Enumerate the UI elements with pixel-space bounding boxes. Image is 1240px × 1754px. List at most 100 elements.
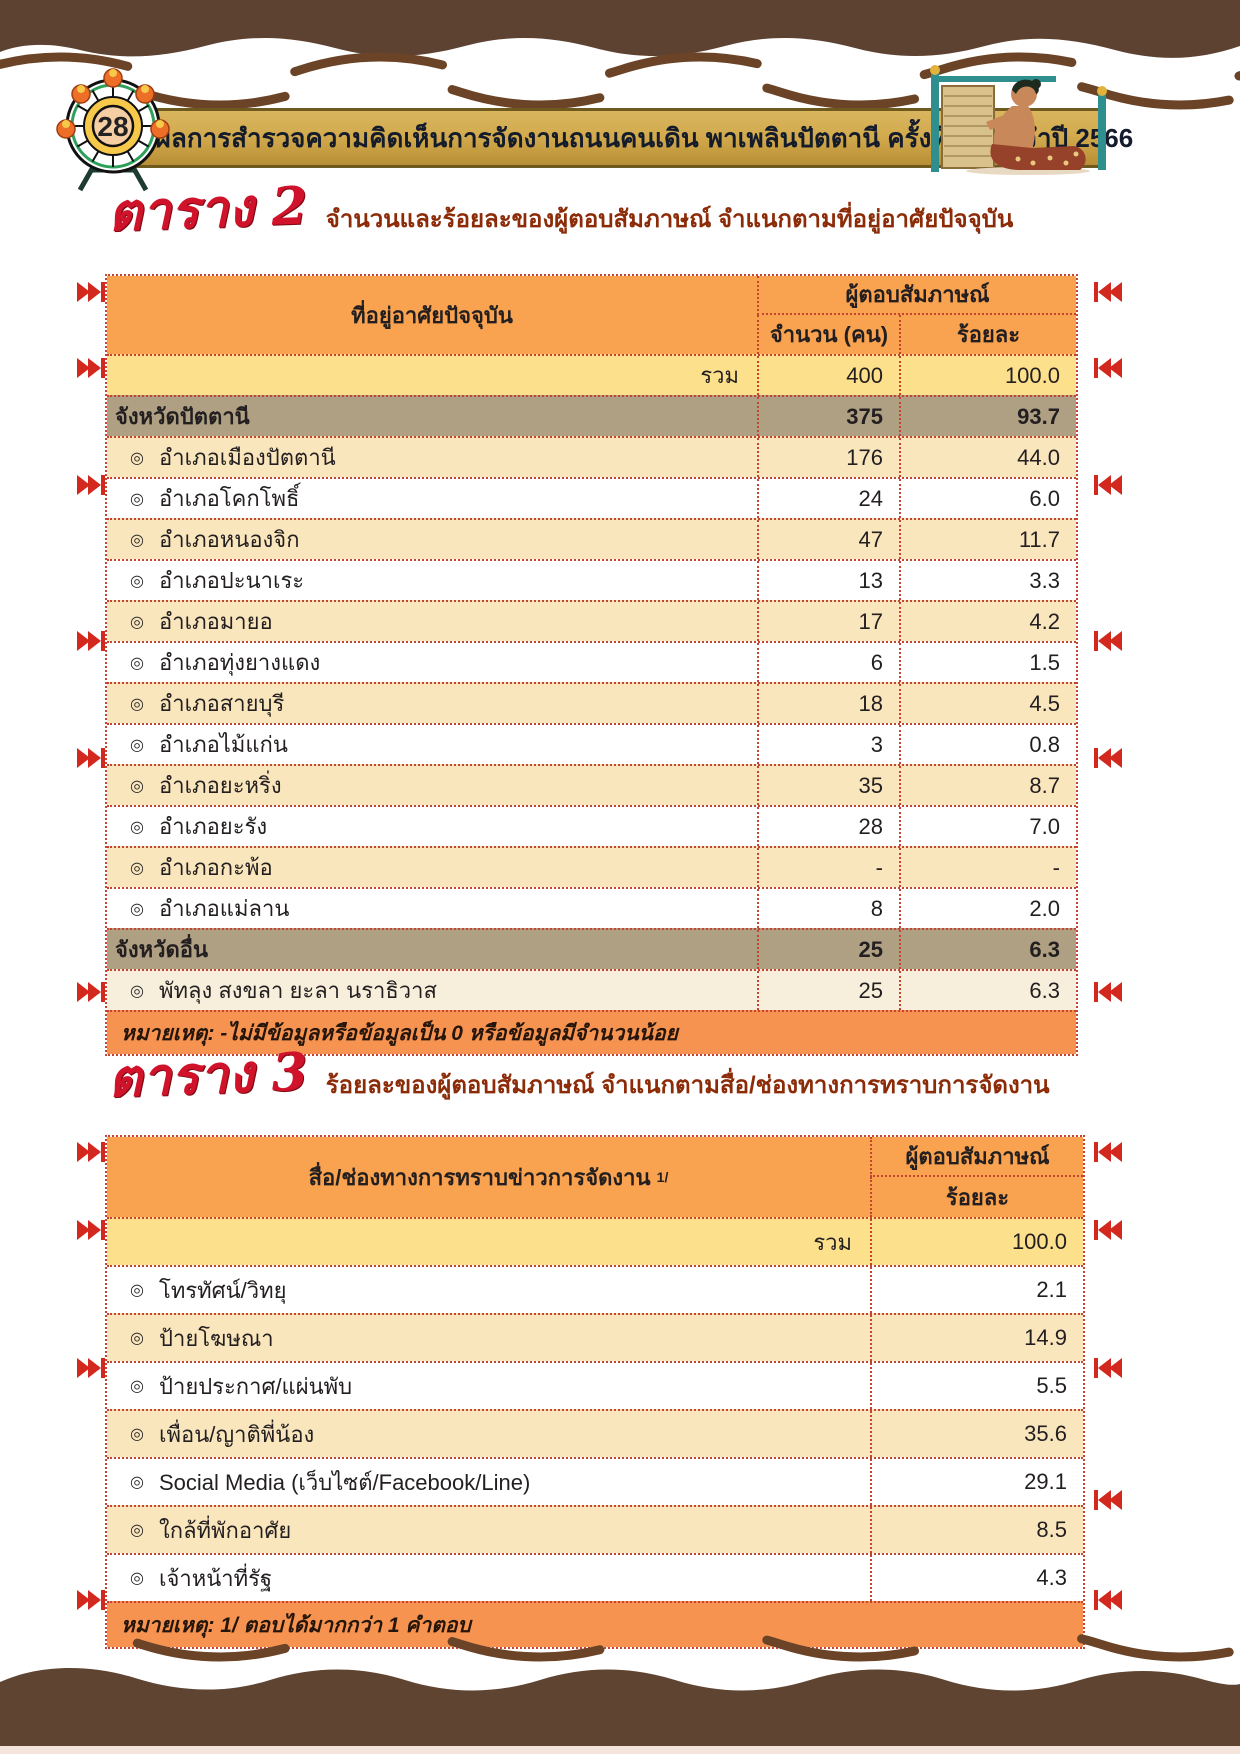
row-count: 25 — [757, 971, 899, 1010]
rewind-icon — [1092, 1142, 1122, 1162]
header-cell-residence: ที่อยู่อาศัยปัจจุบัน — [351, 302, 513, 328]
rewind-icon — [1092, 1490, 1122, 1510]
row-count: 3 — [757, 725, 899, 764]
row-percent: 5.5 — [870, 1363, 1083, 1409]
rewind-icon — [1092, 982, 1122, 1002]
fast-forward-icon — [77, 631, 107, 651]
fast-forward-icon — [77, 1142, 107, 1162]
table3-section-title: ตาราง 3 ร้อยละของผู้ตอบสัมภาษณ์ จำแนกตาม… — [107, 1042, 1050, 1110]
row-count: 35 — [757, 766, 899, 805]
row-label-cell: ◎ โทรทัศน์/วิทยุ — [107, 1267, 870, 1313]
table-row: ◎ ป้ายประกาศ/แผ่นพับ 5.5 — [107, 1361, 1083, 1409]
rewind-icon — [1092, 748, 1122, 768]
row-percent: 6.3 — [899, 971, 1076, 1010]
table-row: ◎ เจ้าหน้าที่รัฐ 4.3 — [107, 1553, 1083, 1601]
row-percent: 2.1 — [870, 1267, 1083, 1313]
rewind-icon — [1092, 631, 1122, 651]
table2-section-title: ตาราง 2 จำนวนและร้อยละของผู้ตอบสัมภาษณ์ … — [106, 175, 1013, 244]
row-label: จังหวัดอื่น — [115, 937, 209, 962]
row-label-cell: ◎ อำเภอโคกโพธิ์ — [107, 479, 757, 518]
row-count: 17 — [757, 602, 899, 641]
fast-forward-icon — [77, 1220, 107, 1240]
row-count: 25 — [757, 930, 899, 969]
bullseye-bullet-icon: ◎ — [130, 1378, 144, 1395]
header-cell-percent: ร้อยละ — [899, 315, 1076, 354]
row-label: อำเภอปะนาเระ — [159, 568, 305, 593]
row-percent: 44.0 — [899, 438, 1076, 477]
row-label: เพื่อน/ญาติพี่น้อง — [159, 1421, 315, 1447]
table-row: ◎ อำเภอปะนาเระ 13 3.3 — [107, 559, 1076, 600]
table-row: ◎ อำเภอแม่ลาน 8 2.0 — [107, 887, 1076, 928]
rewind-icon — [1092, 475, 1122, 495]
row-count: 28 — [757, 807, 899, 846]
row-percent: 6.3 — [899, 930, 1076, 969]
table-row: รวม 400 100.0 — [107, 354, 1076, 395]
row-label-cell: ◎ Social Media (เว็บไซต์/Facebook/Line) — [107, 1459, 870, 1505]
row-label-cell: ◎ อำเภอสายบุรี — [107, 684, 757, 723]
rewind-icon — [1092, 1590, 1122, 1610]
fast-forward-icon — [77, 358, 107, 378]
row-label: พัทลุง สงขลา ยะลา นราธิวาส — [159, 978, 437, 1003]
table-row: ◎ อำเภอกะพ้อ - - — [107, 846, 1076, 887]
row-label-cell: รวม — [107, 1219, 870, 1265]
row-label: อำเภอไม้แก่น — [159, 732, 288, 757]
table-row: ◎ Social Media (เว็บไซต์/Facebook/Line) … — [107, 1457, 1083, 1505]
table-row: ◎ อำเภอสายบุรี 18 4.5 — [107, 682, 1076, 723]
table3-subtitle: ร้อยละของผู้ตอบสัมภาษณ์ จำแนกตามสื่อ/ช่อ… — [325, 1072, 1050, 1099]
bullseye-bullet-icon: ◎ — [130, 531, 144, 549]
bullseye-bullet-icon: ◎ — [130, 1522, 144, 1539]
row-label-cell: ◎ อำเภอยะรัง — [107, 807, 757, 846]
row-count: 18 — [757, 684, 899, 723]
row-percent: 4.2 — [899, 602, 1076, 641]
fast-forward-icon — [77, 282, 107, 302]
bullseye-bullet-icon: ◎ — [130, 982, 144, 1000]
row-label: อำเภอหนองจิก — [159, 527, 300, 552]
table2-header: ที่อยู่อาศัยปัจจุบัน ผู้ตอบสัมภาษณ์ จำนว… — [107, 276, 1076, 354]
table3-header: สื่อ/ช่องทางการทราบข่าวการจัดงาน 1/ ผู้ต… — [107, 1137, 1083, 1217]
row-count: 176 — [757, 438, 899, 477]
fast-forward-icon — [77, 1590, 107, 1610]
row-percent: 35.6 — [870, 1411, 1083, 1457]
rewind-icon — [1092, 358, 1122, 378]
row-label-cell: ◎ พัทลุง สงขลา ยะลา นราธิวาส — [107, 971, 757, 1010]
table3-note: หมายเหตุ: 1/ ตอบได้มากกว่า 1 คำตอบ — [107, 1601, 1083, 1647]
rewind-icon — [1092, 1358, 1122, 1378]
rewind-icon — [1092, 1220, 1122, 1240]
row-label-cell: ◎ อำเภอมายอ — [107, 602, 757, 641]
row-percent: 6.0 — [899, 479, 1076, 518]
row-label-cell: ◎ อำเภอทุ่งยางแดง — [107, 643, 757, 682]
table-row: จังหวัดปัตตานี 375 93.7 — [107, 395, 1076, 436]
header-cell-percent: ร้อยละ — [870, 1177, 1083, 1217]
table2-note: หมายเหตุ: -ไม่มีข้อมูลหรือข้อมูลเป็น 0 ห… — [107, 1010, 1076, 1054]
table-row: ◎ อำเภอยะหริ่ง 35 8.7 — [107, 764, 1076, 805]
row-label: รวม — [700, 363, 739, 388]
bullseye-bullet-icon: ◎ — [130, 572, 144, 590]
table3-media-channels: สื่อ/ช่องทางการทราบข่าวการจัดงาน 1/ ผู้ต… — [105, 1135, 1085, 1649]
row-count: 400 — [757, 356, 899, 395]
table-row: ◎ โทรทัศน์/วิทยุ 2.1 — [107, 1265, 1083, 1313]
header-cell-media: สื่อ/ช่องทางการทราบข่าวการจัดงาน 1/ — [308, 1164, 669, 1190]
row-percent: 93.7 — [899, 397, 1076, 436]
ferris-wheel-icon: 28 — [56, 68, 170, 192]
row-label: อำเภอกะพ้อ — [159, 855, 273, 880]
row-percent: - — [899, 848, 1076, 887]
row-label-cell: ◎ เจ้าหน้าที่รัฐ — [107, 1555, 870, 1601]
table-row: ◎ อำเภอทุ่งยางแดง 6 1.5 — [107, 641, 1076, 682]
row-count: 13 — [757, 561, 899, 600]
row-percent: 100.0 — [870, 1219, 1083, 1265]
table-row: ◎ อำเภอยะรัง 28 7.0 — [107, 805, 1076, 846]
table-row: ◎ พัทลุง สงขลา ยะลา นราธิวาส 25 6.3 — [107, 969, 1076, 1010]
row-label: รวม — [813, 1229, 852, 1255]
row-label: จังหวัดปัตตานี — [115, 404, 250, 429]
table-row: ◎ เพื่อน/ญาติพี่น้อง 35.6 — [107, 1409, 1083, 1457]
bullseye-bullet-icon: ◎ — [130, 1570, 144, 1587]
table-row: ◎ อำเภอหนองจิก 47 11.7 — [107, 518, 1076, 559]
row-label: ใกล้ที่พักอาศัย — [159, 1517, 292, 1543]
table-row: ◎ อำเภอไม้แก่น 3 0.8 — [107, 723, 1076, 764]
table2-script-label: ตาราง 2 — [106, 175, 309, 244]
table-row: ◎ อำเภอโคกโพธิ์ 24 6.0 — [107, 477, 1076, 518]
header-cell-respondents: ผู้ตอบสัมภาษณ์ — [870, 1137, 1083, 1177]
fast-forward-icon — [77, 1358, 107, 1378]
row-percent: 0.8 — [899, 725, 1076, 764]
